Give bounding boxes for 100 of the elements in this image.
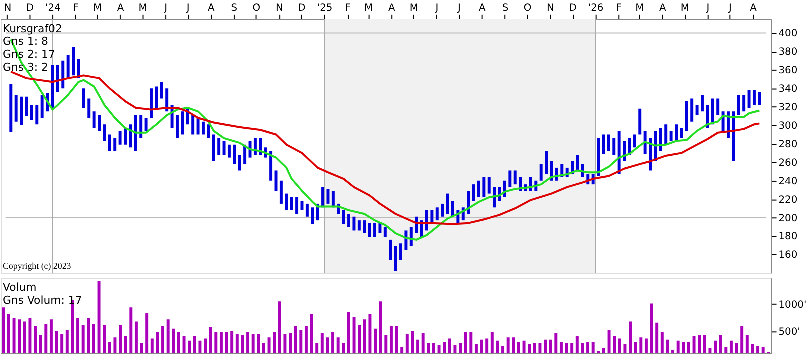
annotation: Kursgraf02: [2, 22, 62, 36]
bar: [150, 88, 153, 118]
bar: [374, 223, 376, 238]
x-tick-label: A: [208, 2, 216, 14]
bar: [472, 184, 476, 202]
annotation: Gns 3: 2: [2, 60, 48, 74]
bar: [363, 220, 366, 234]
bar: [514, 170, 517, 185]
bar: [166, 88, 169, 112]
x-tick-label: M: [94, 2, 102, 14]
bar: [14, 95, 18, 122]
x-tick-label: A: [117, 2, 124, 14]
bar: [10, 84, 13, 132]
bar: [358, 220, 361, 231]
x-tick-label: J: [164, 2, 168, 14]
bar: [36, 105, 39, 125]
bar: [218, 138, 221, 156]
y-tick-label: 360: [778, 66, 798, 77]
bar: [389, 240, 392, 260]
bar: [233, 144, 236, 164]
bar: [228, 144, 231, 158]
bar: [696, 105, 699, 116]
bar: [20, 96, 24, 126]
x-tick-label: '26: [588, 2, 604, 14]
x-tick-label: J: [706, 2, 710, 14]
y-tick-label: 340: [778, 84, 798, 96]
bar: [477, 180, 480, 198]
bar: [176, 115, 179, 138]
annotation: Copyright (c) 2023: [2, 261, 72, 272]
bar: [675, 124, 678, 142]
bar: [716, 98, 720, 116]
bar: [192, 115, 195, 135]
bar: [685, 102, 688, 132]
y-tick-label: 260: [778, 158, 798, 169]
bar: [311, 208, 314, 224]
bar: [690, 98, 694, 122]
x-tick-label: N: [547, 2, 554, 14]
bar: [212, 134, 216, 162]
bar: [181, 112, 184, 135]
y-tick-label: 180: [778, 232, 798, 243]
bar: [436, 208, 439, 221]
x-tick-label: A: [750, 2, 758, 14]
bar: [400, 244, 402, 260]
y-tick-label: 160: [778, 250, 798, 262]
bar: [576, 155, 580, 171]
bar: [659, 128, 662, 152]
x-tick-label: F: [345, 2, 352, 14]
bar: [114, 138, 117, 152]
x-tick-label: S: [231, 2, 238, 14]
x-tick-label: F: [616, 2, 622, 14]
bar: [51, 66, 54, 108]
x-tick-label: M: [680, 2, 690, 14]
x-tick-label: '25: [317, 2, 333, 14]
bar: [285, 194, 288, 210]
bar: [602, 134, 606, 154]
y-tick-label: 200: [778, 213, 798, 224]
y-tick-label: 380: [778, 47, 798, 58]
bar: [732, 112, 736, 162]
bar: [118, 131, 122, 145]
bar: [737, 95, 740, 116]
bar: [711, 98, 714, 125]
bar: [342, 210, 346, 224]
bar: [296, 197, 299, 214]
y-tick-label: 400: [778, 28, 798, 40]
x-tick-label: O: [524, 2, 532, 14]
bar: [66, 55, 70, 78]
bar: [56, 66, 60, 92]
bar: [280, 180, 283, 204]
x-tick-label: M: [410, 2, 418, 14]
y-tick-label: 320: [778, 102, 798, 114]
line-series: [10, 70, 761, 226]
y-tick-label: 280: [778, 139, 798, 150]
bar: [664, 124, 668, 145]
bar: [482, 177, 486, 198]
x-tick-label: J: [434, 2, 439, 14]
bar: [394, 246, 398, 272]
bar: [752, 90, 756, 106]
x-tick-label: N: [4, 2, 12, 14]
annotation: Gns Volum: 17: [2, 294, 82, 307]
bar: [196, 118, 200, 135]
x-tick-label: M: [364, 2, 374, 14]
bar: [597, 138, 600, 176]
bar: [670, 131, 673, 142]
bar: [680, 128, 684, 138]
bar: [160, 82, 164, 99]
bar: [207, 124, 210, 138]
bar: [134, 115, 138, 152]
x-tick-label: '24: [46, 2, 61, 14]
x-tick-label: J: [728, 2, 732, 14]
bar: [88, 98, 91, 118]
x-tick-label: J: [456, 2, 461, 14]
x-tick-label: A: [388, 2, 396, 14]
bar: [633, 134, 636, 148]
bar: [92, 112, 96, 128]
bar: [540, 164, 543, 181]
bar: [82, 88, 86, 108]
x-tick-label: F: [73, 2, 80, 14]
bar: [202, 122, 205, 135]
bar: [306, 204, 309, 217]
bar: [368, 223, 372, 238]
